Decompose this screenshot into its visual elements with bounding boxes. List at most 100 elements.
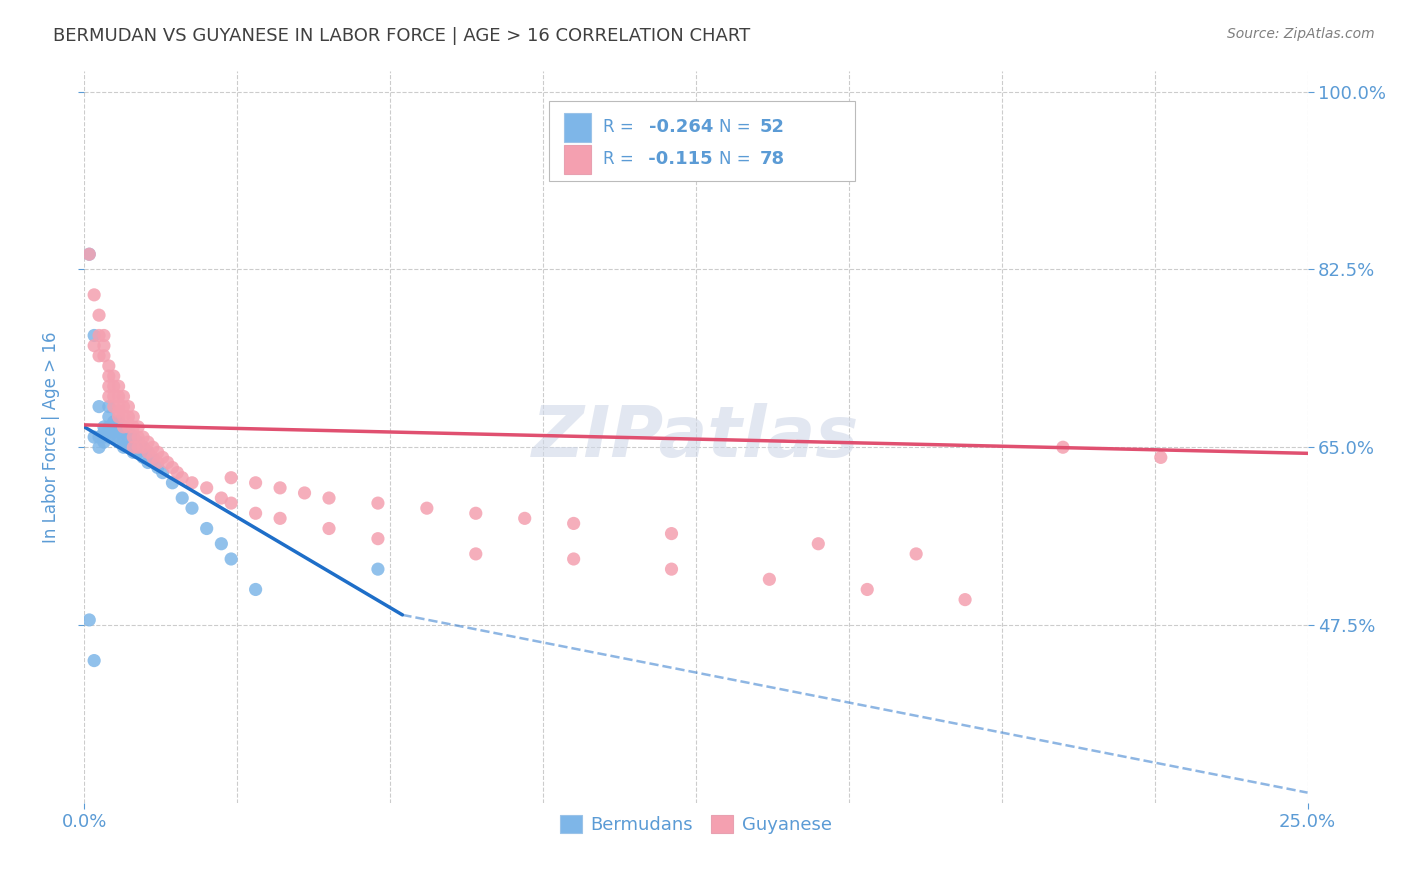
- Text: -0.264: -0.264: [650, 118, 714, 136]
- Point: [142, 450, 165, 465]
- Point: [112, 420, 135, 434]
- Point: [93, 328, 115, 343]
- Point: [318, 491, 340, 505]
- Text: R =: R =: [603, 151, 638, 169]
- Point: [318, 521, 340, 535]
- Point: [127, 420, 149, 434]
- Point: [132, 450, 155, 465]
- Point: [294, 486, 316, 500]
- Point: [219, 552, 242, 566]
- Point: [152, 466, 174, 480]
- Point: [464, 506, 486, 520]
- Point: [83, 654, 105, 668]
- Point: [112, 389, 135, 403]
- Point: [245, 475, 267, 490]
- Point: [367, 496, 389, 510]
- Point: [136, 445, 159, 459]
- Point: [562, 516, 585, 531]
- Point: [122, 430, 145, 444]
- Point: [136, 455, 159, 469]
- Point: [136, 445, 159, 459]
- Point: [209, 491, 232, 505]
- Point: [1150, 450, 1173, 465]
- Legend: Bermudans, Guyanese: Bermudans, Guyanese: [553, 807, 839, 841]
- Text: -0.115: -0.115: [643, 151, 713, 169]
- Point: [269, 511, 291, 525]
- Point: [245, 506, 267, 520]
- Point: [112, 425, 135, 439]
- Point: [136, 435, 159, 450]
- Point: [103, 379, 125, 393]
- Point: [93, 338, 115, 352]
- Point: [142, 440, 165, 454]
- Point: [146, 445, 169, 459]
- Point: [93, 420, 115, 434]
- Point: [146, 460, 169, 475]
- Point: [367, 532, 389, 546]
- Point: [103, 430, 125, 444]
- Point: [127, 435, 149, 450]
- Point: [77, 247, 100, 261]
- Point: [513, 511, 536, 525]
- Point: [112, 420, 135, 434]
- FancyBboxPatch shape: [564, 112, 591, 142]
- Text: ZIPatlas: ZIPatlas: [533, 402, 859, 472]
- Point: [172, 491, 194, 505]
- FancyBboxPatch shape: [564, 145, 591, 174]
- Point: [103, 389, 125, 403]
- FancyBboxPatch shape: [550, 101, 855, 181]
- Text: 78: 78: [759, 151, 785, 169]
- Point: [87, 440, 110, 454]
- Point: [245, 582, 267, 597]
- Point: [112, 435, 135, 450]
- Point: [103, 415, 125, 429]
- Point: [122, 409, 145, 424]
- Point: [117, 400, 139, 414]
- Text: BERMUDAN VS GUYANESE IN LABOR FORCE | AGE > 16 CORRELATION CHART: BERMUDAN VS GUYANESE IN LABOR FORCE | AG…: [53, 27, 751, 45]
- Point: [93, 435, 115, 450]
- Point: [112, 409, 135, 424]
- Point: [127, 430, 149, 444]
- Point: [87, 349, 110, 363]
- Point: [219, 471, 242, 485]
- Point: [83, 338, 105, 352]
- Point: [77, 247, 100, 261]
- Point: [107, 420, 129, 434]
- Point: [97, 400, 120, 414]
- Point: [661, 526, 683, 541]
- Point: [117, 425, 139, 439]
- Point: [181, 475, 204, 490]
- Point: [107, 409, 129, 424]
- Point: [107, 405, 129, 419]
- Point: [416, 501, 439, 516]
- Point: [122, 445, 145, 459]
- Point: [93, 349, 115, 363]
- Point: [107, 400, 129, 414]
- Text: Source: ZipAtlas.com: Source: ZipAtlas.com: [1227, 27, 1375, 41]
- Point: [103, 400, 125, 414]
- Point: [807, 537, 830, 551]
- Point: [97, 430, 120, 444]
- Point: [562, 552, 585, 566]
- Point: [107, 379, 129, 393]
- Text: N =: N =: [720, 151, 756, 169]
- Text: 52: 52: [759, 118, 785, 136]
- Point: [97, 359, 120, 373]
- Point: [132, 440, 155, 454]
- Point: [83, 328, 105, 343]
- Point: [195, 521, 218, 535]
- Point: [162, 475, 184, 490]
- Point: [142, 452, 165, 467]
- Point: [107, 415, 129, 429]
- Point: [122, 440, 145, 454]
- Point: [122, 420, 145, 434]
- Point: [856, 582, 879, 597]
- Point: [103, 369, 125, 384]
- Point: [219, 496, 242, 510]
- Point: [181, 501, 204, 516]
- Point: [107, 425, 129, 439]
- Point: [122, 430, 145, 444]
- Point: [156, 455, 179, 469]
- Point: [103, 425, 125, 439]
- Point: [87, 400, 110, 414]
